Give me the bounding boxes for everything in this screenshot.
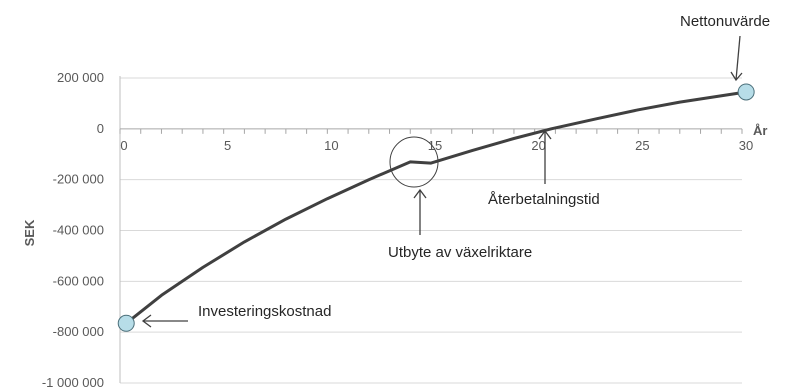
y-tick-label: -400 000 [53, 223, 104, 238]
npv-marker [737, 83, 755, 101]
payback-annotation: Återbetalningstid [488, 191, 600, 208]
x-tick-label: 15 [428, 138, 442, 153]
npv-annotation: Nettonuvärde [680, 13, 770, 30]
y-tick-label: -600 000 [53, 273, 104, 288]
y-tick-label: 200 000 [57, 70, 104, 85]
y-tick-label: -200 000 [53, 172, 104, 187]
payback-arrow [538, 129, 552, 184]
y-axis-title: SEK [22, 219, 37, 246]
x-axis-title: År [753, 123, 767, 138]
series-line-0 [124, 90, 748, 325]
axis-layer: 200 000 0 -200 000 -400 000 -600 000 -800 000… [42, 70, 753, 389]
x-tick-label: 20 [531, 138, 545, 153]
inverter-highlight-circle [389, 136, 439, 188]
inverter-annotation: Utbyte av växelriktare [388, 244, 532, 261]
grid-layer [120, 77, 742, 384]
investment-arrow [141, 314, 188, 328]
x-tick-label: 5 [224, 138, 231, 153]
series-layer [117, 83, 755, 332]
inverter-arrow [413, 188, 427, 235]
x-tick-label: 30 [739, 138, 753, 153]
x-tick-label: 25 [635, 138, 649, 153]
npv-arrow [730, 35, 743, 82]
x-tick-label: 0 [120, 138, 127, 153]
y-tick-label: -1 000 000 [42, 375, 104, 389]
investment-annotation: Investeringskostnad [198, 303, 331, 320]
x-tick-label: 10 [324, 138, 338, 153]
y-tick-label: -800 000 [53, 324, 104, 339]
y-tick-label: 0 [97, 121, 104, 136]
investment-marker [117, 314, 135, 332]
